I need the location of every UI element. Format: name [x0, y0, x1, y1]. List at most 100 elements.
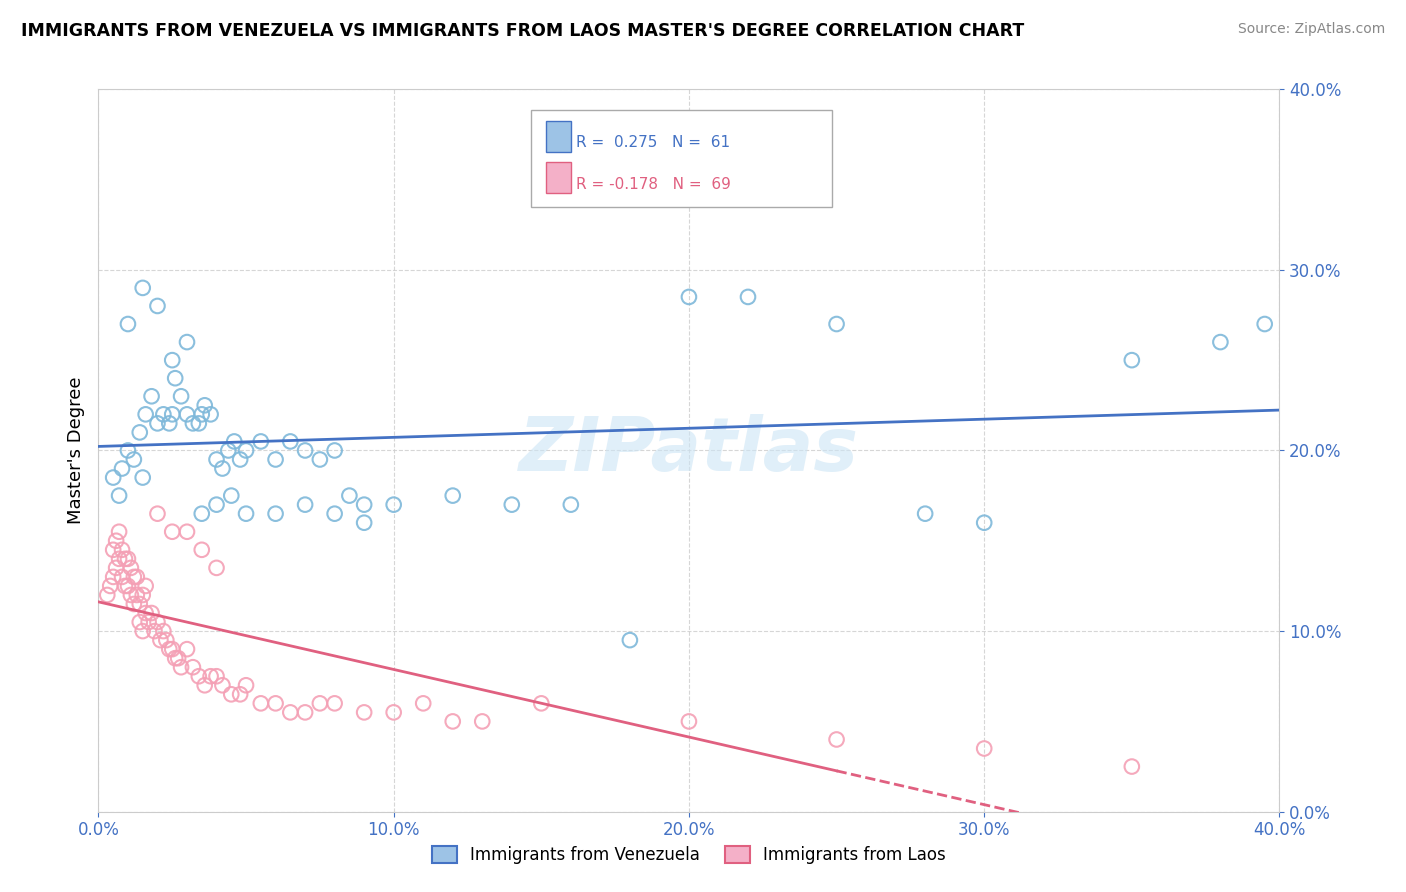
- Point: [155, 633, 177, 648]
- Point: [167, 651, 190, 665]
- Point: [309, 697, 332, 711]
- Point: [678, 290, 700, 304]
- Point: [217, 443, 239, 458]
- Point: [98, 579, 121, 593]
- Point: [191, 407, 214, 422]
- Point: [114, 551, 136, 566]
- Point: [122, 597, 145, 611]
- Point: [1209, 334, 1232, 349]
- Point: [973, 741, 995, 756]
- Point: [120, 561, 142, 575]
- Point: [309, 452, 332, 467]
- Point: [294, 706, 316, 720]
- Point: [117, 443, 139, 458]
- Text: ZIPatlas: ZIPatlas: [519, 414, 859, 487]
- Point: [914, 507, 936, 521]
- Point: [825, 317, 848, 331]
- Point: [1254, 317, 1277, 331]
- Point: [294, 443, 316, 458]
- Point: [125, 588, 148, 602]
- Point: [205, 498, 228, 512]
- Point: [135, 407, 157, 422]
- Point: [353, 706, 375, 720]
- Point: [176, 407, 198, 422]
- Point: [146, 615, 169, 629]
- Point: [165, 371, 187, 385]
- Point: [114, 579, 136, 593]
- Point: [152, 407, 174, 422]
- Point: [176, 524, 198, 539]
- Point: [157, 417, 180, 431]
- Point: [187, 669, 209, 683]
- Point: [138, 615, 160, 629]
- Text: R =  0.275   N =  61: R = 0.275 N = 61: [576, 136, 731, 151]
- Point: [191, 507, 214, 521]
- Point: [235, 507, 257, 521]
- Point: [105, 533, 128, 548]
- Point: [382, 706, 405, 720]
- Point: [323, 697, 346, 711]
- Point: [280, 434, 302, 449]
- Point: [132, 281, 155, 295]
- Point: [280, 706, 302, 720]
- Point: [111, 542, 134, 557]
- Point: [353, 516, 375, 530]
- Point: [111, 461, 134, 475]
- Point: [96, 588, 118, 602]
- Point: [211, 461, 233, 475]
- Point: [224, 434, 246, 449]
- Point: [191, 542, 214, 557]
- Point: [103, 542, 125, 557]
- Point: [162, 353, 183, 368]
- Point: [132, 624, 155, 639]
- Legend: Immigrants from Venezuela, Immigrants from Laos: Immigrants from Venezuela, Immigrants fr…: [423, 838, 955, 872]
- Point: [135, 579, 157, 593]
- Point: [382, 498, 405, 512]
- Point: [501, 498, 523, 512]
- Point: [135, 606, 157, 620]
- Point: [105, 561, 128, 575]
- Point: [530, 697, 553, 711]
- Point: [229, 687, 252, 701]
- Point: [146, 417, 169, 431]
- Point: [165, 651, 187, 665]
- Point: [103, 470, 125, 484]
- Point: [235, 678, 257, 692]
- Point: [128, 615, 150, 629]
- Point: [146, 299, 169, 313]
- Point: [108, 551, 131, 566]
- Point: [122, 452, 145, 467]
- Point: [141, 389, 163, 403]
- Point: [1121, 759, 1143, 773]
- Point: [250, 697, 273, 711]
- Point: [143, 624, 166, 639]
- Point: [181, 417, 204, 431]
- Point: [205, 669, 228, 683]
- Point: [117, 579, 139, 593]
- Point: [187, 417, 209, 431]
- Point: [200, 669, 222, 683]
- Y-axis label: Master's Degree: Master's Degree: [66, 376, 84, 524]
- Point: [205, 452, 228, 467]
- Point: [264, 452, 287, 467]
- Point: [162, 642, 183, 657]
- Point: [441, 489, 464, 503]
- Point: [162, 407, 183, 422]
- Text: IMMIGRANTS FROM VENEZUELA VS IMMIGRANTS FROM LAOS MASTER'S DEGREE CORRELATION CH: IMMIGRANTS FROM VENEZUELA VS IMMIGRANTS …: [21, 22, 1025, 40]
- Point: [264, 507, 287, 521]
- Point: [737, 290, 759, 304]
- Point: [132, 588, 155, 602]
- Point: [108, 524, 131, 539]
- Point: [141, 606, 163, 620]
- Point: [211, 678, 233, 692]
- Point: [157, 642, 180, 657]
- Point: [111, 570, 134, 584]
- Point: [125, 570, 148, 584]
- Point: [323, 507, 346, 521]
- Point: [176, 334, 198, 349]
- Point: [250, 434, 273, 449]
- Point: [128, 425, 150, 440]
- Text: Source: ZipAtlas.com: Source: ZipAtlas.com: [1237, 22, 1385, 37]
- Point: [200, 407, 222, 422]
- Point: [170, 660, 193, 674]
